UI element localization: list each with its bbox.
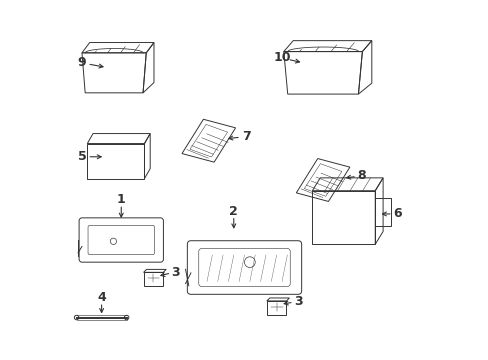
Text: 1: 1 (117, 193, 125, 206)
Text: 7: 7 (242, 130, 250, 143)
Text: 2: 2 (229, 204, 238, 217)
Text: 4: 4 (97, 291, 106, 305)
Text: 9: 9 (78, 56, 86, 69)
Text: 5: 5 (78, 150, 86, 163)
Text: 8: 8 (357, 169, 365, 182)
Text: 10: 10 (273, 51, 290, 64)
Text: 3: 3 (294, 295, 303, 308)
Text: 3: 3 (171, 266, 180, 279)
Text: 6: 6 (392, 207, 401, 220)
